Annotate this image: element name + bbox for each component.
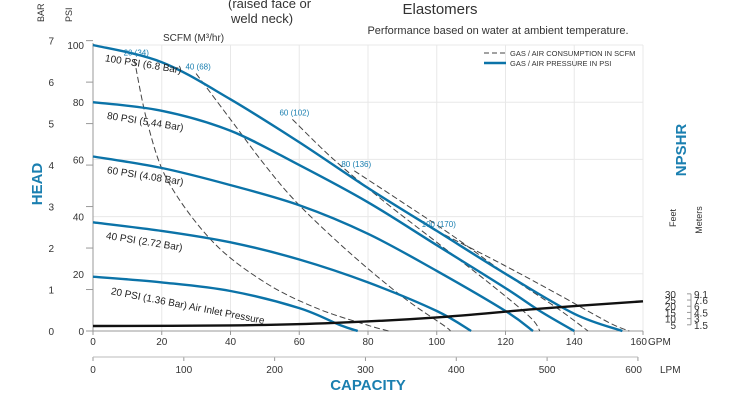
lpm-tick-label: 300 [357,365,374,376]
legend: GAS / AIR CONSUMPTION IN SCFM GAS / AIR … [484,49,635,68]
gpm-tick-label: 0 [90,337,96,348]
elastomers-heading: Elastomers [402,1,477,18]
gpm-tick-label: 160 [630,337,647,348]
gpm-tick-label: 20 [156,337,168,348]
curve-labels: 20 (34)40 (68)60 (102)80 (136)100 (170)1… [104,48,456,327]
scfm-curve [436,230,630,332]
bar-tick-label: 5 [48,120,54,131]
lpm-tick-label: 0 [90,365,96,376]
pressure-curve [92,101,575,333]
npshr-meters-unit: Meters [694,206,704,234]
bar-tick-label: 3 [48,203,54,214]
bar-unit-label: BAR [36,3,46,22]
gpm-tick-label: 120 [497,337,514,348]
npshr-axis-label: NPSHR [673,124,690,177]
legend-item-gas-consumption: GAS / AIR CONSUMPTION IN SCFM [510,49,635,58]
npshr-meters-tick: 3 [694,315,700,326]
lpm-unit-label: LPM [660,365,681,376]
bar-tick-label: 2 [48,244,54,255]
npshr-feet-tick: 20 [665,302,677,313]
partial-title-line2: weld neck) [230,11,293,26]
gpm-tick-label: 40 [225,337,237,348]
lpm-tick-label: 400 [448,365,465,376]
scfm-curve [354,170,589,332]
lpm-tick-label: 100 [175,365,192,376]
npshr-feet-tick: 15 [665,308,677,319]
scfm-curve-label: 40 (68) [185,63,211,72]
scfm-curve-label: 20 (34) [124,48,150,57]
gpm-unit-label: GPM [648,337,671,348]
lpm-tick-label: 500 [539,365,556,376]
pressure-curve [92,43,623,333]
npshr-feet-tick: 10 [665,315,677,326]
bar-tick-label: 6 [48,78,54,89]
psi-tick-label: 0 [78,327,84,338]
scfm-curve-label: 100 (170) [422,220,457,229]
scfm-curve [195,73,451,332]
npshr-meters-tick: 9.1 [694,290,708,301]
npshr-feet-tick: 25 [665,296,677,307]
pressure-curves [92,43,623,333]
pressure-curve-label: 40 PSI (2.72 Bar) [105,231,183,254]
bar-tick-label: 7 [48,37,54,48]
lpm-tick-label: 200 [266,365,283,376]
scfm-curves [133,59,630,332]
pressure-curve [92,221,472,333]
npshr-meters-tick: 6 [694,302,700,313]
subtitle: Performance based on water at ambient te… [367,25,628,37]
psi-tick-label: 80 [73,98,85,109]
scfm-curve [292,119,541,332]
psi-tick-label: 40 [73,213,85,224]
npshr-meters-tick: 7.6 [694,296,708,307]
npshr-curve-group [92,300,644,328]
head-axis-label: HEAD [29,163,46,206]
npshr-feet-tick: 5 [670,321,676,332]
capacity-axis-label: CAPACITY [330,377,406,394]
npshr-feet-unit: Feet [668,208,678,227]
pressure-curve-label: 60 PSI (4.08 Bar) [106,165,184,188]
gpm-tick-label: 100 [428,337,445,348]
npshr-meters-tick: 4.5 [694,308,708,319]
bar-tick-label: 4 [48,161,54,172]
pressure-curve [92,275,359,333]
scfm-label: SCFM (M³/hr) [163,33,224,44]
legend-item-gas-pressure: GAS / AIR PRESSURE IN PSI [510,59,611,68]
scfm-curve-label: 80 (136) [341,160,371,169]
psi-unit-label: PSI [64,7,74,22]
partial-title-line1: (raised face or [228,0,312,11]
psi-tick-label: 20 [73,270,85,281]
gpm-tick-label: 80 [362,337,374,348]
bar-tick-label: 1 [48,286,54,297]
scfm-curve-label: 60 (102) [279,108,309,117]
pressure-curve [92,155,534,332]
npshr-curve [92,300,644,328]
npshr-meters-tick: 1.5 [694,321,708,332]
scfm-curve [133,59,389,332]
psi-tick-label: 60 [73,155,85,166]
gpm-tick-label: 140 [566,337,583,348]
lpm-tick-label: 600 [625,365,642,376]
bar-tick-label: 0 [48,327,54,338]
gpm-tick-label: 60 [294,337,306,348]
psi-tick-label: 100 [67,41,84,52]
npshr-feet-tick: 30 [665,290,677,301]
